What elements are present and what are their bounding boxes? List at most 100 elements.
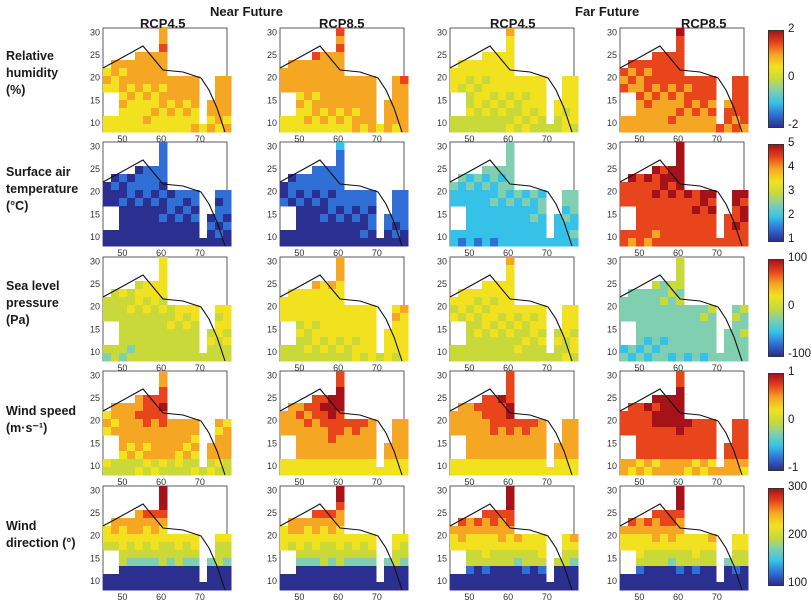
heatmap-cell <box>119 206 128 215</box>
heatmap-cell <box>628 238 637 247</box>
heatmap-cell <box>668 289 677 298</box>
heatmap-cell <box>143 238 152 247</box>
heatmap-cell <box>636 198 645 207</box>
heatmap-cell <box>724 467 733 476</box>
heatmap-cell <box>167 329 176 338</box>
heatmap-cell <box>191 313 200 322</box>
heatmap-cell <box>530 337 539 346</box>
heatmap-cell <box>304 467 313 476</box>
coastline <box>102 388 226 476</box>
heatmap-cell <box>732 124 741 133</box>
y-tick-label: 10 <box>90 347 100 357</box>
heatmap-cell <box>280 305 289 314</box>
heatmap-cell <box>199 124 208 133</box>
heatmap-cell <box>183 305 192 314</box>
heatmap-cell <box>724 337 733 346</box>
heatmap-cell <box>384 443 393 452</box>
heatmap-cell <box>392 443 401 452</box>
heatmap-cell <box>498 222 507 231</box>
heatmap-cell <box>336 182 345 191</box>
heatmap-cell <box>167 305 176 314</box>
heatmap-cell <box>628 542 637 551</box>
heatmap-cell <box>191 467 200 476</box>
heatmap-cell <box>207 124 216 133</box>
heatmap-cell <box>636 451 645 460</box>
heatmap-cell <box>636 550 645 559</box>
heatmap-cell <box>159 174 168 183</box>
y-tick-label: 15 <box>90 324 100 334</box>
heatmap-cell <box>135 313 144 322</box>
heatmap-cell <box>328 100 337 109</box>
heatmap-cell <box>562 574 571 583</box>
heatmap-cell <box>740 337 749 346</box>
heatmap-cell <box>740 124 749 133</box>
heatmap-cell <box>522 321 531 330</box>
heatmap-cell <box>336 379 345 388</box>
heatmap-cell <box>636 182 645 191</box>
heatmap-cell <box>207 116 216 125</box>
heatmap-cell <box>191 443 200 452</box>
heatmap-cell <box>466 100 475 109</box>
heatmap-cell <box>490 124 499 133</box>
heatmap-cell <box>135 198 144 207</box>
heatmap-cell <box>392 427 401 436</box>
heatmap-cell <box>368 100 377 109</box>
heatmap-cell <box>562 443 571 452</box>
y-tick-label: 25 <box>607 50 617 60</box>
coastline <box>279 503 403 591</box>
heatmap-cell <box>562 76 571 85</box>
heatmap-cell <box>652 84 661 93</box>
heatmap-cell <box>708 353 717 362</box>
heatmap-cell <box>191 582 200 591</box>
heatmap-cell <box>732 305 741 314</box>
heatmap-cell <box>506 329 515 338</box>
heatmap-cell <box>482 182 491 191</box>
heatmap-cell <box>482 419 491 428</box>
heatmap-cell <box>312 76 321 85</box>
heatmap-cell <box>724 230 733 239</box>
heatmap-cell <box>280 574 289 583</box>
heatmap-cell <box>368 345 377 354</box>
far-future-header: Far Future <box>575 4 640 19</box>
heatmap-cell <box>732 329 741 338</box>
heatmap-cell <box>143 166 152 175</box>
heatmap-cell <box>312 198 321 207</box>
heatmap-cell <box>336 502 345 511</box>
heatmap-cell <box>732 206 741 215</box>
heatmap-cell <box>668 116 677 125</box>
coastline <box>102 45 226 133</box>
heatmap-cell <box>700 222 709 231</box>
heatmap-cell <box>522 76 531 85</box>
heatmap-cell <box>684 574 693 583</box>
heatmap-cell <box>312 206 321 215</box>
heatmap-cell <box>498 190 507 199</box>
heatmap-cell <box>740 206 749 215</box>
heatmap-cell <box>119 321 128 330</box>
heatmap-cell <box>344 542 353 551</box>
heatmap-cell <box>506 265 515 274</box>
heatmap-cell <box>628 518 637 527</box>
heatmap-cell <box>490 230 499 239</box>
heatmap-cell <box>628 459 637 468</box>
heatmap-cell <box>570 206 579 215</box>
heatmap-cell <box>191 100 200 109</box>
y-tick-label: 30 <box>437 142 447 152</box>
heatmap-cell <box>111 411 120 420</box>
heatmap-cell <box>676 174 685 183</box>
heatmap-cell <box>352 305 361 314</box>
y-tick-label: 20 <box>267 187 277 197</box>
heatmap-cell <box>538 329 547 338</box>
heatmap-cell <box>498 182 507 191</box>
heatmap-cell <box>296 329 305 338</box>
heatmap-cell <box>570 534 579 543</box>
heatmap-cell <box>312 550 321 559</box>
heatmap-cell <box>562 534 571 543</box>
heatmap-cell <box>506 124 515 133</box>
heatmap-cell <box>183 451 192 460</box>
heatmap-cell <box>676 467 685 476</box>
heatmap-cell <box>490 337 499 346</box>
heatmap-cell <box>530 329 539 338</box>
heatmap-cell <box>360 222 369 231</box>
heatmap-cell <box>167 238 176 247</box>
heatmap-cell <box>159 345 168 354</box>
